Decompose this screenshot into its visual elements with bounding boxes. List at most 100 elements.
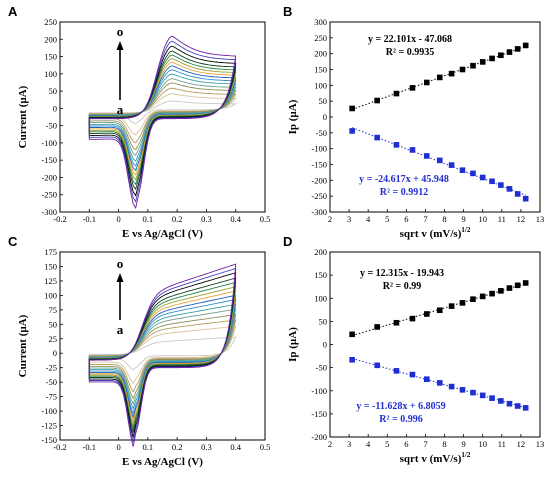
y-tick-label: 150 [44, 261, 57, 271]
x-tick-label: 8 [442, 214, 446, 224]
data-point [409, 147, 416, 153]
data-point [459, 66, 466, 73]
y-tick-label: -100 [311, 386, 327, 396]
x-tick-label: 8 [442, 439, 446, 449]
y-axis-label: Ip (µA) [287, 99, 299, 134]
data-point [506, 285, 513, 291]
y-axis-label: Current (µA) [17, 314, 29, 377]
y-tick-label: 100 [314, 293, 327, 303]
y-tick-label: -150 [41, 155, 57, 165]
data-point [423, 376, 430, 382]
r-squared-value: R² = 0.9935 [386, 47, 434, 58]
data-point [423, 79, 430, 86]
cv-curve [88, 314, 237, 400]
cv-curve [88, 319, 237, 393]
data-point [459, 300, 466, 306]
x-axis-label-superscript: 1/2 [461, 226, 470, 234]
x-tick-label: 0 [116, 214, 120, 224]
x-tick-label: 0.5 [260, 214, 271, 224]
data-point [514, 191, 521, 197]
y-tick-label: -50 [46, 121, 57, 131]
data-point [514, 403, 521, 409]
data-point [479, 293, 486, 300]
x-axis-label-text: E vs Ag/AgCl (V) [122, 456, 203, 468]
y-tick-label: 50 [319, 316, 328, 326]
y-tick-label: -75 [46, 392, 57, 402]
arrow-up-icon [116, 273, 124, 282]
y-tick-label: 0 [323, 112, 327, 122]
regression-equation: y = -24.617x + 45.948 [359, 174, 449, 185]
y-tick-label: 200 [44, 34, 57, 44]
x-tick-label: 0.1 [143, 214, 154, 224]
panel-c: C -0.2 -0.1 0 0.1 0.2 0.3 0.4 0.5 -150 -125 -100 -75… [8, 234, 270, 468]
data-point [522, 195, 529, 202]
data-point [423, 311, 430, 317]
y-tick-label: 25 [49, 334, 58, 344]
x-tick-label: 10 [478, 214, 487, 224]
data-point [448, 303, 455, 309]
y-tick-label: 0 [53, 348, 57, 358]
y-tick-label: -50 [316, 363, 327, 373]
data-point [436, 380, 443, 386]
y-tick-label: 0 [53, 103, 57, 113]
y-tick-label: 0 [323, 340, 327, 350]
y-tick-label: -50 [46, 377, 57, 387]
y-tick-label: 250 [314, 33, 327, 43]
x-tick-label: 6 [404, 214, 408, 224]
panel-a: A -0.2 -0.1 0 0.1 0.2 0.3 0.4 0.5 -300 -250 -200 -15… [8, 4, 270, 240]
y-tick-label: -200 [41, 172, 57, 182]
x-tick-label: 0.4 [230, 442, 241, 452]
y-tick-label: 75 [49, 305, 58, 315]
y-axis-label: Ip (µA) [287, 327, 299, 362]
data-point [479, 174, 486, 181]
x-axis-label-text: sqrt v (mV/s) [400, 228, 462, 240]
x-tick-label: 0.2 [172, 214, 183, 224]
cv-curve [88, 35, 237, 210]
data-point [349, 356, 355, 363]
data-point [374, 324, 380, 330]
cv-curve [88, 308, 237, 406]
data-point [448, 383, 455, 390]
regression-equation: y = 12.315x - 19.943 [360, 268, 444, 279]
data-point [522, 42, 529, 49]
x-tick-label: 7 [423, 214, 427, 224]
data-point [514, 282, 521, 289]
y-tick-label: -150 [41, 435, 57, 445]
y-tick-label: -200 [311, 175, 327, 185]
x-tick-label: 0 [116, 442, 120, 452]
y-tick-label: 50 [49, 86, 58, 96]
arrow-label-a: a [117, 102, 124, 117]
data-point [514, 46, 521, 52]
x-axis-label: E vs Ag/AgCl (V) [122, 456, 203, 468]
y-tick-label: -25 [46, 363, 57, 373]
data-point [393, 142, 400, 148]
data-point [498, 182, 504, 188]
arrow-label-a: a [117, 322, 124, 337]
x-tick-label: 0.3 [201, 442, 212, 452]
panel-b: B 2 3 4 5 6 7 8 9 10 11 12 13 -300 -250 -200 -150 -100 -50… [283, 4, 544, 240]
data-point [349, 128, 355, 134]
data-point [393, 319, 400, 326]
data-point [470, 296, 476, 302]
y-tick-label: 200 [314, 247, 327, 257]
x-tick-label: 0.1 [143, 442, 154, 452]
cv-curve [88, 263, 237, 447]
r-squared-value: R² = 0.99 [383, 281, 421, 292]
data-point [393, 90, 400, 97]
x-axis-label: E vs Ag/AgCl (V) [122, 228, 203, 240]
cv-curve [88, 325, 237, 385]
arrow-label-o: o [117, 24, 124, 39]
cv-curve [88, 336, 237, 371]
y-tick-label: 100 [314, 80, 327, 90]
x-tick-label: 9 [462, 439, 466, 449]
y-tick-label: -250 [41, 190, 57, 200]
data-point [470, 62, 476, 69]
y-tick-label: -125 [41, 421, 57, 431]
x-axis-label-text: E vs Ag/AgCl (V) [122, 228, 203, 240]
data-point [436, 307, 443, 314]
x-tick-label: 12 [517, 214, 526, 224]
x-tick-label: -0.2 [53, 214, 66, 224]
x-tick-label: 5 [385, 439, 389, 449]
data-point [489, 395, 495, 401]
r-squared-value: R² = 0.996 [379, 414, 422, 425]
